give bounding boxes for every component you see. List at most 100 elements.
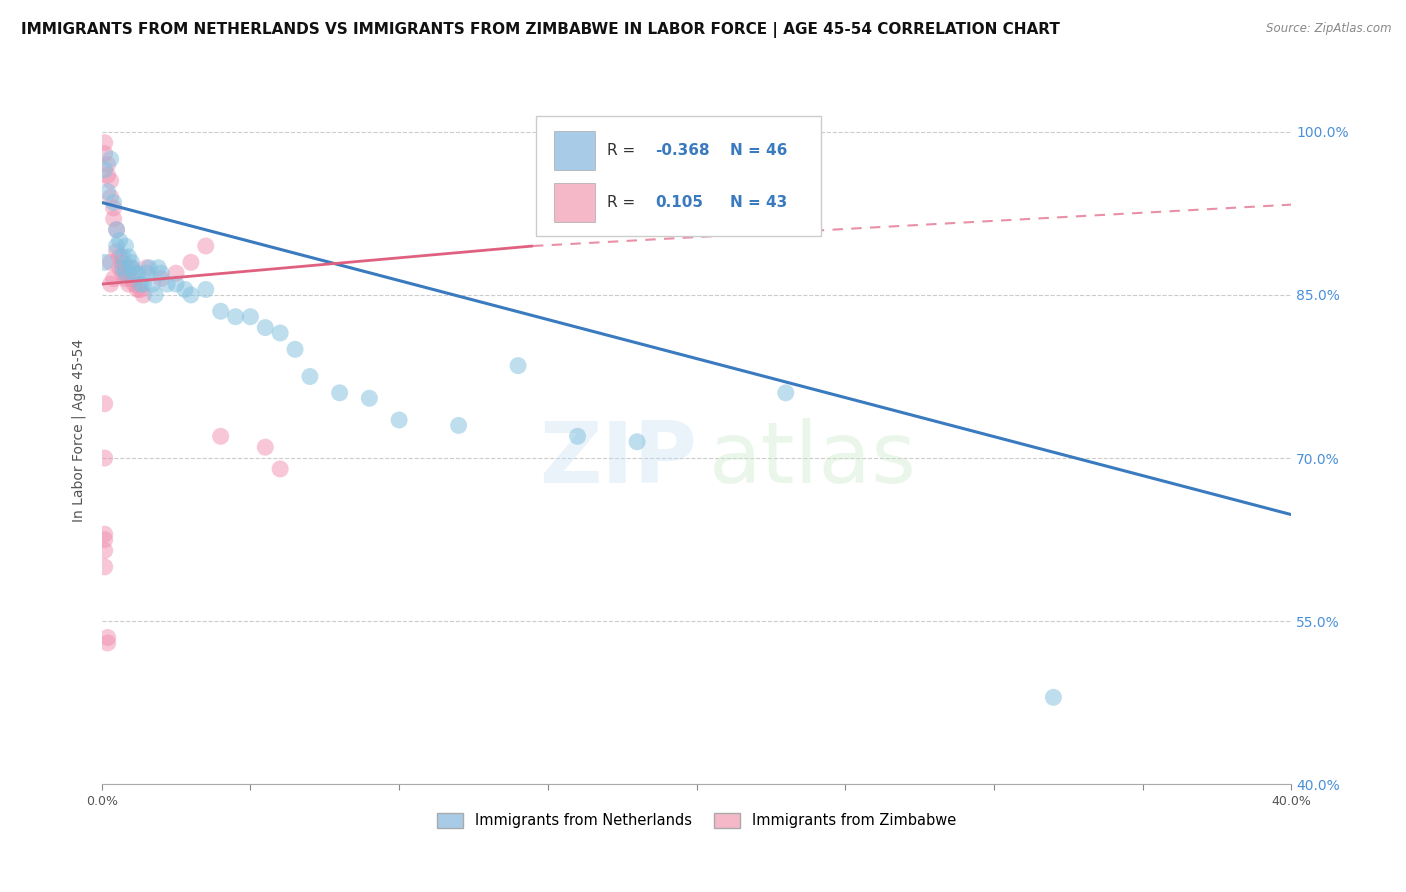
Point bbox=[103, 211, 125, 226]
Point bbox=[132, 288, 155, 302]
Y-axis label: In Labor Force | Age 45-54: In Labor Force | Age 45-54 bbox=[72, 339, 86, 523]
Text: N = 46: N = 46 bbox=[730, 144, 787, 158]
Point bbox=[117, 250, 139, 264]
Point bbox=[143, 288, 166, 302]
Point bbox=[100, 190, 122, 204]
Point bbox=[254, 440, 277, 454]
Point bbox=[100, 152, 122, 166]
Point bbox=[225, 310, 247, 324]
Point bbox=[329, 385, 352, 400]
Point bbox=[111, 266, 134, 280]
Point bbox=[132, 277, 155, 291]
Point bbox=[150, 271, 173, 285]
Point bbox=[100, 174, 122, 188]
FancyBboxPatch shape bbox=[554, 131, 595, 170]
Point bbox=[93, 146, 115, 161]
FancyBboxPatch shape bbox=[536, 116, 821, 236]
Text: Source: ZipAtlas.com: Source: ZipAtlas.com bbox=[1267, 22, 1392, 36]
Point bbox=[97, 185, 120, 199]
Point bbox=[626, 434, 648, 449]
Text: R =: R = bbox=[607, 144, 640, 158]
Point bbox=[97, 157, 120, 171]
Text: IMMIGRANTS FROM NETHERLANDS VS IMMIGRANTS FROM ZIMBABWE IN LABOR FORCE | AGE 45-: IMMIGRANTS FROM NETHERLANDS VS IMMIGRANT… bbox=[21, 22, 1060, 38]
Point bbox=[135, 260, 157, 275]
Text: R =: R = bbox=[607, 194, 640, 210]
Point bbox=[93, 136, 115, 150]
Point bbox=[127, 283, 149, 297]
Legend: Immigrants from Netherlands, Immigrants from Zimbabwe: Immigrants from Netherlands, Immigrants … bbox=[432, 806, 962, 834]
Point bbox=[148, 260, 170, 275]
Point bbox=[150, 266, 173, 280]
Point bbox=[165, 277, 187, 291]
Text: atlas: atlas bbox=[709, 417, 917, 500]
Point bbox=[120, 271, 142, 285]
Point bbox=[120, 255, 142, 269]
Point bbox=[97, 636, 120, 650]
Point bbox=[447, 418, 470, 433]
Point bbox=[269, 462, 291, 476]
Point bbox=[111, 255, 134, 269]
Point bbox=[254, 320, 277, 334]
Point bbox=[124, 266, 146, 280]
Point bbox=[194, 283, 217, 297]
Point bbox=[93, 162, 115, 177]
Point bbox=[165, 266, 187, 280]
Point bbox=[117, 277, 139, 291]
Point bbox=[388, 413, 411, 427]
Text: N = 43: N = 43 bbox=[730, 194, 787, 210]
Point bbox=[567, 429, 589, 443]
Point bbox=[105, 244, 128, 259]
Point bbox=[114, 260, 136, 275]
Point bbox=[138, 260, 160, 275]
Point bbox=[93, 533, 115, 547]
Point bbox=[506, 359, 529, 373]
Point bbox=[111, 260, 134, 275]
Point bbox=[284, 343, 307, 357]
Point bbox=[114, 239, 136, 253]
Point bbox=[269, 326, 291, 340]
Point bbox=[209, 304, 232, 318]
Point bbox=[775, 385, 797, 400]
Point bbox=[239, 310, 262, 324]
Point bbox=[174, 283, 197, 297]
Point bbox=[93, 543, 115, 558]
Point bbox=[359, 391, 381, 405]
Point bbox=[129, 277, 152, 291]
Point bbox=[1042, 690, 1064, 705]
Point bbox=[135, 266, 157, 280]
Point bbox=[93, 527, 115, 541]
Point bbox=[97, 631, 120, 645]
Point bbox=[180, 255, 202, 269]
Point bbox=[124, 277, 146, 291]
Point bbox=[180, 288, 202, 302]
Text: ZIP: ZIP bbox=[538, 417, 696, 500]
Point bbox=[127, 266, 149, 280]
Point bbox=[194, 239, 217, 253]
Point bbox=[114, 271, 136, 285]
Point bbox=[298, 369, 321, 384]
Point bbox=[105, 223, 128, 237]
Point bbox=[105, 223, 128, 237]
Point bbox=[141, 277, 163, 291]
Point bbox=[108, 260, 131, 275]
Point bbox=[97, 169, 120, 183]
FancyBboxPatch shape bbox=[554, 183, 595, 221]
Point bbox=[93, 255, 115, 269]
Point bbox=[120, 260, 142, 275]
Point bbox=[108, 234, 131, 248]
Point bbox=[108, 250, 131, 264]
Point bbox=[111, 250, 134, 264]
Point bbox=[129, 283, 152, 297]
Point bbox=[114, 266, 136, 280]
Point bbox=[103, 201, 125, 215]
Point bbox=[103, 195, 125, 210]
Point bbox=[117, 266, 139, 280]
Point bbox=[93, 451, 115, 466]
Point bbox=[93, 397, 115, 411]
Point bbox=[100, 277, 122, 291]
Point bbox=[120, 260, 142, 275]
Text: -0.368: -0.368 bbox=[655, 144, 710, 158]
Point bbox=[100, 255, 122, 269]
Point bbox=[105, 239, 128, 253]
Text: 0.105: 0.105 bbox=[655, 194, 703, 210]
